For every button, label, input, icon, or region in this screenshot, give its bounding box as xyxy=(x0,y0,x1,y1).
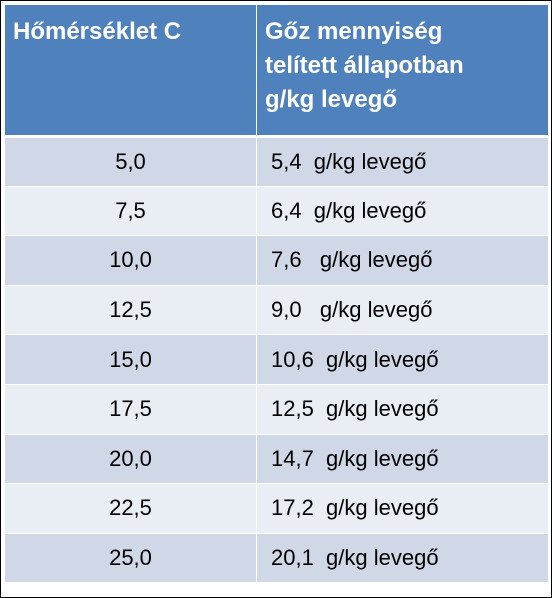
header-vapor-amount: Gőz mennyiség telített állapotban g/kg l… xyxy=(256,4,549,138)
temperature-cell: 22,5 xyxy=(4,483,257,534)
table-row: 20,0 14,7 g/kg levegő xyxy=(4,433,549,485)
vapor-cell: 14,7 g/kg levegő xyxy=(256,433,549,485)
table-row: 22,5 17,2 g/kg levegő xyxy=(4,483,549,534)
table-row: 17,5 12,5 g/kg levegő xyxy=(4,383,549,435)
vapor-cell: 6,4 g/kg levegő xyxy=(256,185,549,237)
header-vapor-line-1: Gőz mennyiség xyxy=(265,18,443,45)
header-temperature: Hőmérséklet C xyxy=(4,4,257,138)
temperature-cell: 25,0 xyxy=(4,532,257,584)
saturation-table: Hőmérséklet C Gőz mennyiség telített áll… xyxy=(4,4,549,584)
table-row: 12,5 9,0 g/kg levegő xyxy=(4,284,549,336)
temperature-cell: 20,0 xyxy=(4,433,257,485)
vapor-cell: 12,5 g/kg levegő xyxy=(256,383,549,435)
table-row: 5,0 5,4 g/kg levegő xyxy=(4,136,549,187)
header-vapor-line-3: g/kg levegő xyxy=(265,86,398,113)
table-row: 15,0 10,6 g/kg levegő xyxy=(4,334,549,385)
table-row: 25,0 20,1 g/kg levegő xyxy=(4,532,549,584)
temperature-cell: 5,0 xyxy=(4,136,257,187)
vapor-cell: 10,6 g/kg levegő xyxy=(256,334,549,385)
vapor-cell: 20,1 g/kg levegő xyxy=(256,532,549,584)
temperature-cell: 7,5 xyxy=(4,185,257,237)
table-row: 10,0 7,6 g/kg levegő xyxy=(4,235,549,286)
temperature-cell: 10,0 xyxy=(4,235,257,286)
header-vapor-line-2: telített állapotban xyxy=(265,52,464,79)
vapor-cell: 7,6 g/kg levegő xyxy=(256,235,549,286)
header-row: Hőmérséklet C Gőz mennyiség telített áll… xyxy=(4,4,549,138)
table-row: 7,5 6,4 g/kg levegő xyxy=(4,185,549,237)
vapor-cell: 9,0 g/kg levegő xyxy=(256,284,549,336)
temperature-cell: 15,0 xyxy=(4,334,257,385)
temperature-cell: 12,5 xyxy=(4,284,257,336)
vapor-cell: 5,4 g/kg levegő xyxy=(256,136,549,187)
vapor-cell: 17,2 g/kg levegő xyxy=(256,483,549,534)
temperature-cell: 17,5 xyxy=(4,383,257,435)
